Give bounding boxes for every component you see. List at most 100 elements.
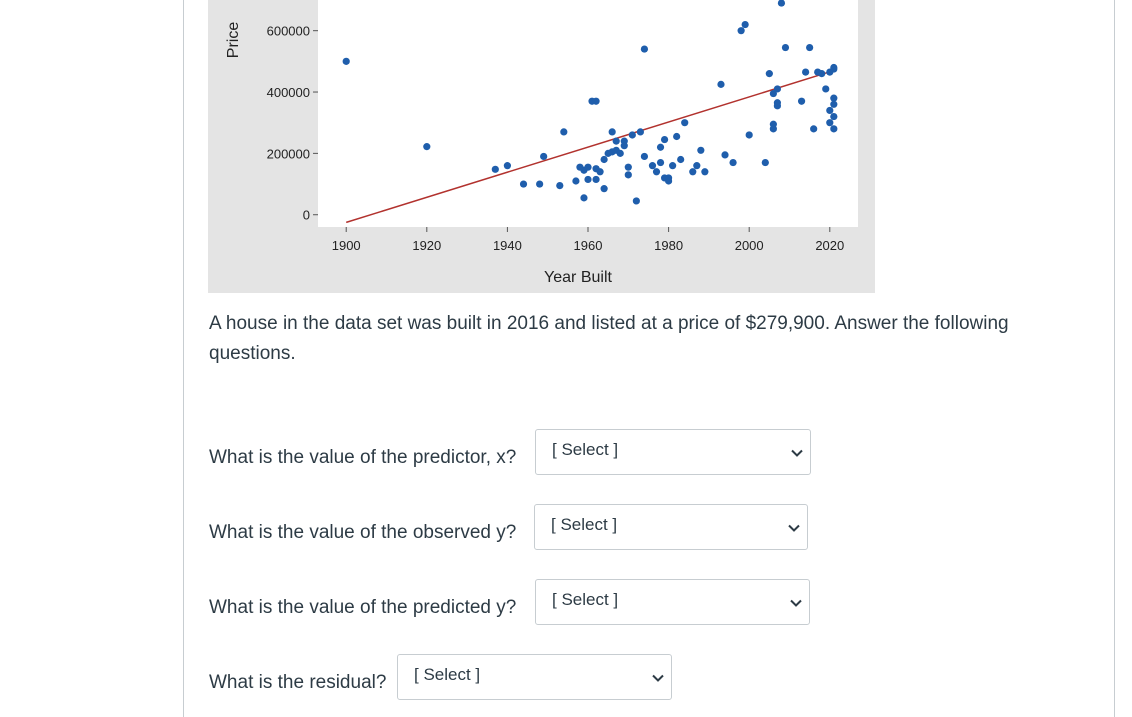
data-point <box>765 70 773 78</box>
chevron-down-icon <box>790 599 802 607</box>
data-point <box>560 128 568 136</box>
data-point <box>616 149 624 157</box>
data-point <box>681 119 689 127</box>
data-point <box>624 171 632 179</box>
data-point <box>503 162 512 170</box>
data-point <box>640 45 649 53</box>
data-point <box>584 163 592 171</box>
data-point <box>773 85 782 93</box>
data-point <box>797 97 806 105</box>
data-point <box>342 57 350 65</box>
data-point <box>620 142 628 150</box>
data-point <box>572 177 580 185</box>
question-prompt: A house in the data set was built in 201… <box>209 313 1009 364</box>
chevron-down-icon <box>791 449 803 457</box>
data-point <box>673 132 681 141</box>
chevron-down-icon <box>652 674 664 682</box>
data-point <box>826 106 834 115</box>
regression-line <box>345 69 835 224</box>
data-point <box>769 125 777 133</box>
data-point <box>600 155 608 164</box>
data-point <box>652 168 661 176</box>
x-tick-label: 2020 <box>815 238 844 253</box>
data-point <box>830 100 838 108</box>
data-point <box>628 131 636 139</box>
y-tick-label: 200000 <box>267 146 310 161</box>
data-point <box>608 128 616 136</box>
data-point <box>822 85 830 93</box>
y-tick-label: 600000 <box>267 24 310 39</box>
x-tick-label: 1960 <box>574 238 603 253</box>
data-point <box>536 180 544 188</box>
data-point <box>669 162 677 170</box>
predicted-y-select[interactable]: [ Select ] <box>535 579 810 625</box>
question-predicted-label: What is the value of the predicted y? <box>209 597 517 618</box>
data-point <box>656 158 665 167</box>
data-point <box>830 125 838 133</box>
data-point <box>737 27 745 35</box>
data-point <box>830 94 838 102</box>
data-point <box>721 151 729 159</box>
y-axis-label: Price <box>225 22 242 59</box>
observed-y-select[interactable]: [ Select ] <box>534 504 808 550</box>
question-residual-label: What is the residual? <box>209 672 387 693</box>
data-point <box>491 165 499 173</box>
data-point <box>761 158 769 167</box>
y-tick-label: 400000 <box>267 85 310 100</box>
predictor-select-value: [ Select ] <box>552 440 619 459</box>
data-point <box>693 162 701 170</box>
chart-canvas: 0 200000 400000 600000 1900 1920 1940 1960 1980 2… <box>225 0 858 286</box>
data-point <box>636 128 644 136</box>
data-point <box>592 97 600 105</box>
data-point <box>540 152 548 161</box>
content-border-left <box>183 0 184 717</box>
data-point <box>660 135 669 144</box>
data-point <box>632 197 640 205</box>
data-point <box>806 43 814 52</box>
data-point <box>656 143 665 151</box>
data-point <box>592 175 600 184</box>
question-observed-label: What is the value of the observed y? <box>209 522 517 543</box>
data-point <box>596 168 604 176</box>
data-point <box>729 158 737 167</box>
data-point <box>580 194 588 202</box>
data-point <box>423 143 431 151</box>
data-point <box>697 146 705 154</box>
predictor-select[interactable]: [ Select ] <box>535 429 811 475</box>
x-tick-label: 1940 <box>493 238 522 253</box>
data-point <box>519 180 528 188</box>
data-point <box>689 168 697 176</box>
data-point <box>802 68 810 76</box>
plot-area <box>318 0 858 227</box>
data-point <box>612 137 620 145</box>
data-point <box>773 99 782 107</box>
observed-y-select-value: [ Select ] <box>551 515 618 534</box>
data-point <box>818 70 826 78</box>
scatter-chart: 0 200000 400000 600000 1900 1920 1940 1960 1980 2… <box>208 0 875 293</box>
data-point <box>701 168 709 176</box>
data-point <box>624 163 632 171</box>
x-tick-label: 1920 <box>412 238 441 253</box>
data-point <box>741 20 749 29</box>
data-point <box>677 155 685 164</box>
data-point <box>830 63 838 72</box>
predicted-y-select-value: [ Select ] <box>552 590 619 609</box>
data-point <box>640 152 649 161</box>
x-tick-label: 1900 <box>332 238 361 253</box>
data-point <box>810 125 818 133</box>
x-tick-label: 2000 <box>735 238 764 253</box>
residual-select-value: [ Select ] <box>414 665 481 684</box>
data-point <box>600 185 608 193</box>
data-point <box>648 162 657 170</box>
question-predictor-label: What is the value of the predictor, x? <box>209 447 517 468</box>
data-point <box>745 131 753 139</box>
data-point <box>584 175 592 184</box>
data-point <box>830 112 838 121</box>
data-point <box>826 119 834 127</box>
residual-select[interactable]: [ Select ] <box>397 654 672 700</box>
data-point <box>556 181 564 190</box>
y-tick-label: 0 <box>303 208 310 223</box>
x-tick-label: 1980 <box>654 238 683 253</box>
data-point <box>781 43 790 52</box>
chevron-down-icon <box>788 524 800 532</box>
